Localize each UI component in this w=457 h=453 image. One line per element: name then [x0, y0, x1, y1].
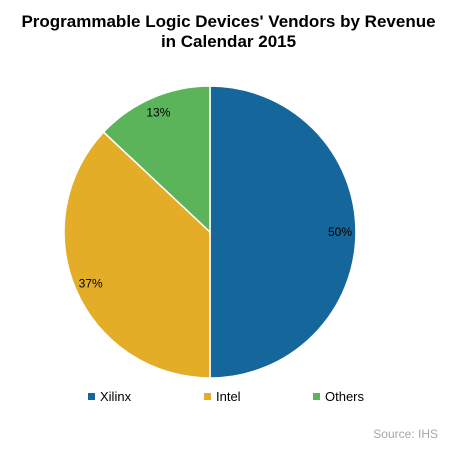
source-note: Source: IHS	[373, 427, 438, 441]
legend-item-others: Others	[313, 389, 364, 404]
legend-swatch-xilinx	[88, 393, 95, 400]
pie-slice-others	[102, 85, 211, 234]
data-label-intel: 37%	[79, 277, 103, 291]
legend-item-xilinx: Xilinx	[88, 389, 131, 404]
legend-swatch-intel	[204, 393, 211, 400]
legend-label-intel: Intel	[216, 389, 241, 404]
legend-label-xilinx: Xilinx	[100, 389, 132, 404]
chart-title: Programmable Logic Devices' Vendors by R…	[0, 12, 457, 52]
legend-label-others: Others	[325, 389, 365, 404]
data-label-others: 13%	[146, 106, 170, 120]
legend-swatch-others	[313, 393, 320, 400]
legend: Xilinx Intel Others	[0, 389, 457, 407]
legend-item-intel: Intel	[204, 389, 241, 404]
pie-slice-xilinx	[209, 85, 357, 379]
chart-title-line-1: Programmable Logic Devices' Vendors by R…	[21, 12, 436, 31]
chart-title-line-2: in Calendar 2015	[160, 32, 297, 51]
pie-slice-intel	[63, 130, 211, 379]
data-label-xilinx: 50%	[328, 225, 352, 239]
